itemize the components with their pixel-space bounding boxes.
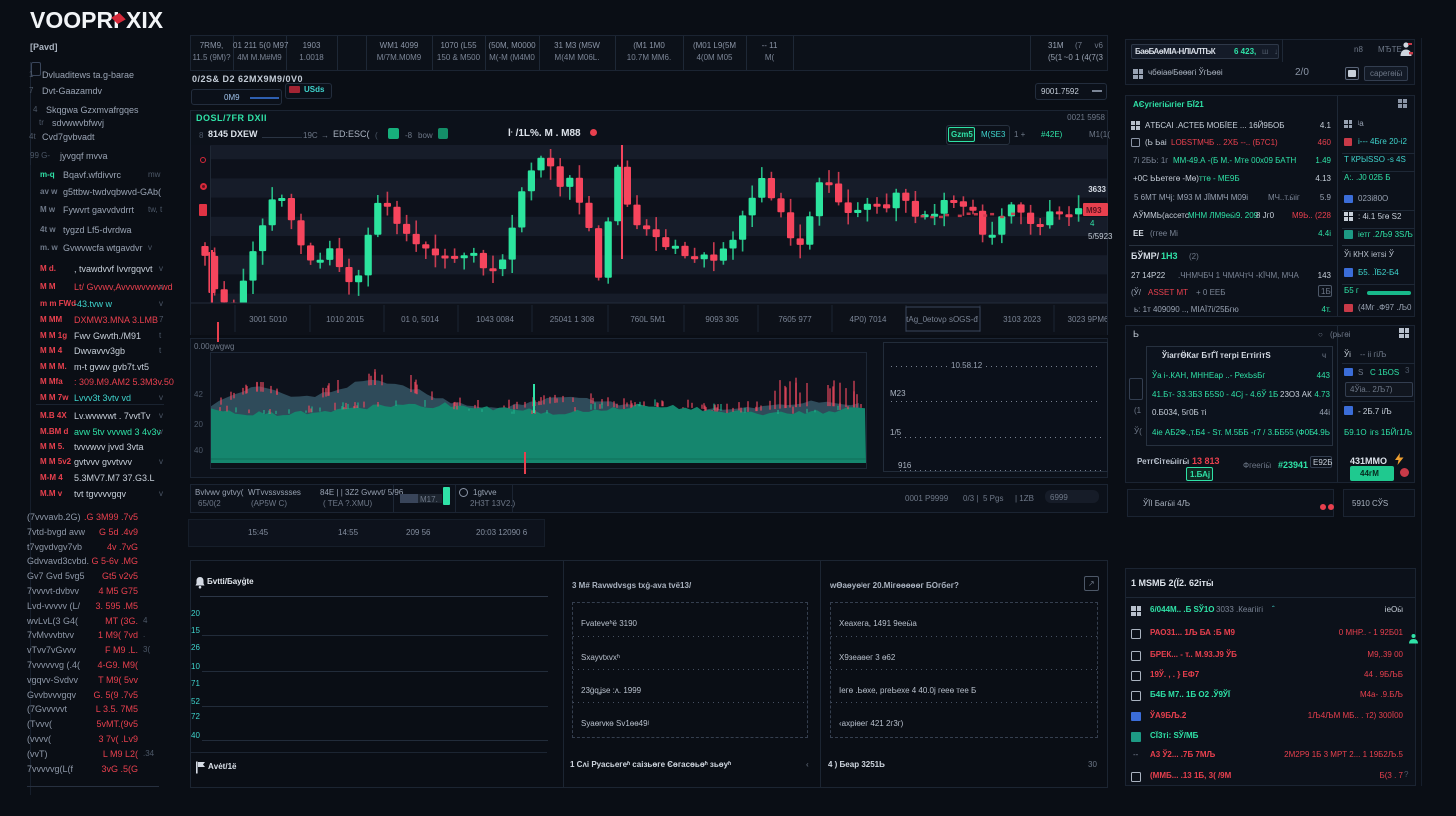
svg-text:760L 5M1: 760L 5M1 bbox=[630, 315, 666, 324]
svg-text:3001 5010: 3001 5010 bbox=[249, 315, 287, 324]
svg-text:7605 977: 7605 977 bbox=[778, 315, 812, 324]
svg-text:tAg_0etovρ sOGS-đ: tAg_0etovρ sOGS-đ bbox=[906, 315, 978, 324]
svg-text:1043 0084: 1043 0084 bbox=[476, 315, 514, 324]
svg-text:1010 2015: 1010 2015 bbox=[326, 315, 364, 324]
svg-text:25041 1 308: 25041 1 308 bbox=[550, 315, 595, 324]
svg-text:01 0, 5014: 01 0, 5014 bbox=[401, 315, 439, 324]
svg-text:9093 305: 9093 305 bbox=[705, 315, 739, 324]
svg-text:3023 9PM6: 3023 9PM6 bbox=[1068, 315, 1107, 324]
svg-text:3103 2023: 3103 2023 bbox=[1003, 315, 1041, 324]
svg-text:4P0) 7014: 4P0) 7014 bbox=[850, 315, 887, 324]
